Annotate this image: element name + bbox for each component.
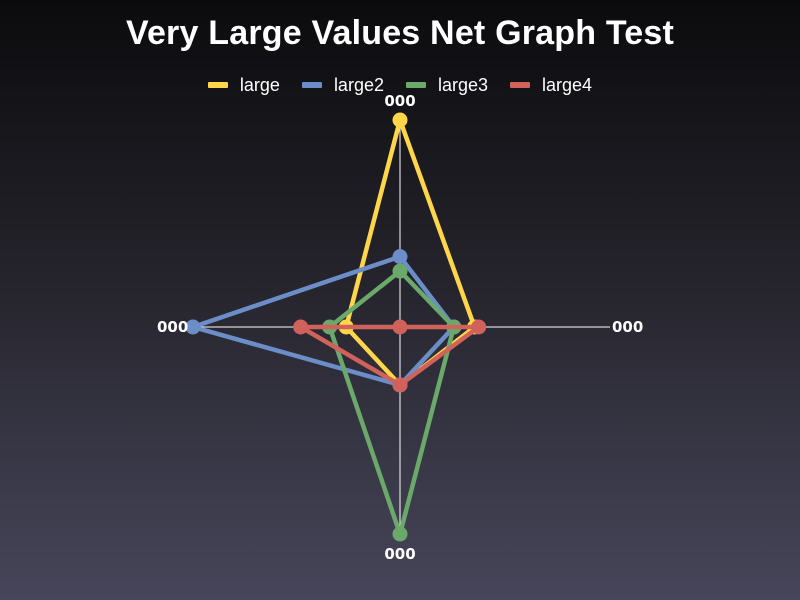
data-point-large3-0[interactable] — [392, 263, 408, 279]
data-point-large4-0[interactable] — [392, 319, 408, 335]
legend-label-large: large — [239, 74, 280, 95]
legend-label-large2: large2 — [333, 74, 384, 95]
data-point-large2-0[interactable] — [392, 249, 408, 265]
data-point-large4-3[interactable] — [293, 319, 309, 335]
legend-swatch-large2 — [301, 82, 322, 88]
legend-swatch-large — [207, 82, 228, 88]
legend: large large2 large3 large4 — [0, 73, 800, 97]
legend-item-large3[interactable]: large3 — [405, 73, 489, 97]
data-point-large4-2[interactable] — [392, 377, 408, 393]
legend-swatch-large3 — [405, 82, 426, 88]
axis-left-label: 000 — [157, 318, 188, 336]
data-point-large4-1[interactable] — [471, 319, 487, 335]
radar-axis-labels: 000 000 000 000 — [157, 92, 643, 563]
legend-swatch-large4 — [510, 82, 531, 88]
legend-label-large4: large4 — [542, 74, 593, 95]
legend-item-large[interactable]: large — [207, 73, 280, 97]
axis-top-label: 000 — [384, 92, 415, 110]
axis-bottom-label: 000 — [384, 545, 415, 563]
axis-right-label: 000 — [612, 318, 643, 336]
legend-label-large3: large3 — [437, 74, 489, 95]
series-line-large3 — [327, 268, 457, 537]
radar-series — [185, 112, 487, 542]
chart-title: Very Large Values Net Graph Test — [125, 14, 675, 52]
data-point-large3-2[interactable] — [392, 526, 408, 542]
data-point-large-0[interactable] — [392, 112, 408, 128]
legend-item-large2[interactable]: large2 — [301, 73, 384, 97]
legend-item-large4[interactable]: large4 — [510, 73, 592, 97]
data-point-large2-3[interactable] — [185, 319, 201, 335]
series-line-large2 — [190, 254, 457, 388]
